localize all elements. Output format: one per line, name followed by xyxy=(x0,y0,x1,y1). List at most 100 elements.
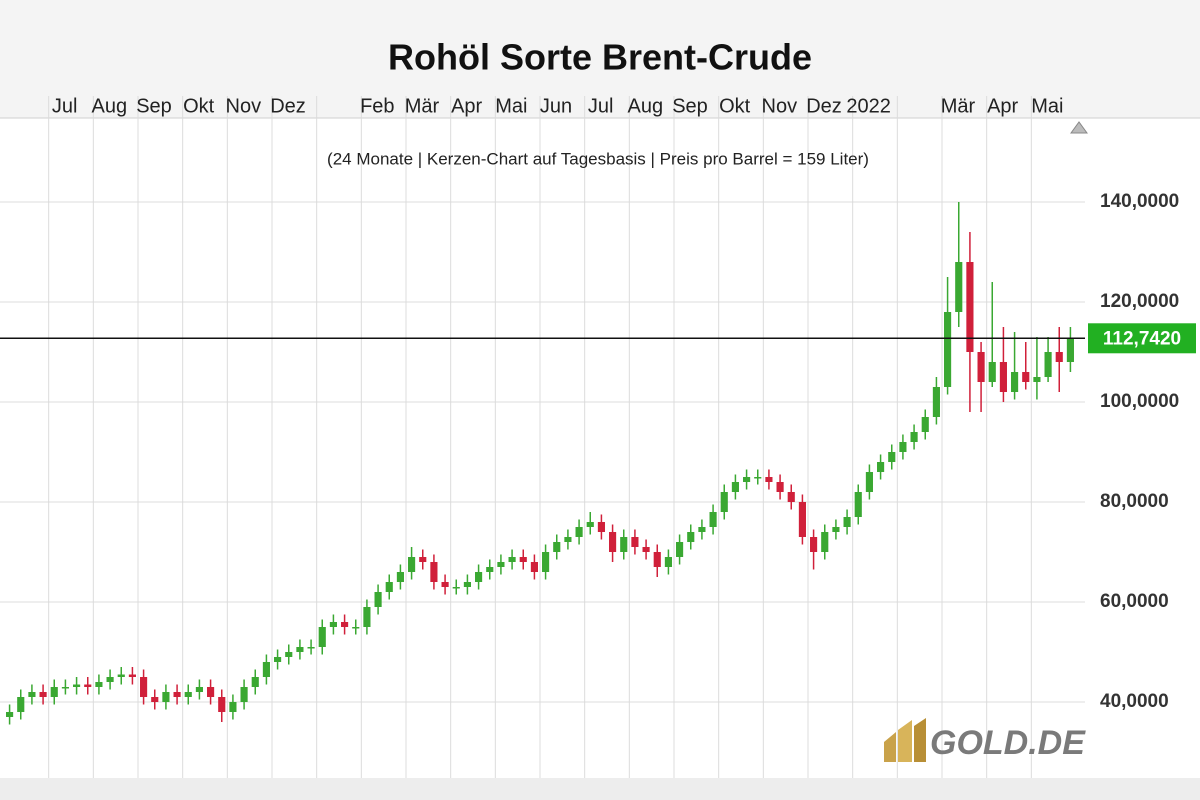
candles xyxy=(0,202,1085,725)
candle-body xyxy=(765,477,773,482)
candle-body xyxy=(597,522,605,532)
candle-body xyxy=(731,482,739,492)
candle-body xyxy=(229,702,237,712)
candle-body xyxy=(218,697,226,712)
candle-body xyxy=(798,502,806,537)
candle-body xyxy=(251,677,259,687)
x-tick-label: Dez xyxy=(806,95,842,117)
x-tick-label: Nov xyxy=(226,95,262,117)
x-tick-label: Okt xyxy=(183,95,215,117)
candle-body xyxy=(810,537,818,552)
candle-body xyxy=(408,557,416,572)
candle-body xyxy=(173,692,181,697)
candle-body xyxy=(631,537,639,547)
chart-title: Rohöl Sorte Brent-Crude xyxy=(388,37,812,78)
candle-body xyxy=(720,492,728,512)
candle-body xyxy=(854,492,862,517)
candle-body xyxy=(1022,372,1030,382)
candle-body xyxy=(463,582,471,587)
candle-body xyxy=(430,562,438,582)
candle-body xyxy=(352,627,360,629)
candle-body xyxy=(888,452,896,462)
candle-body xyxy=(519,557,527,562)
candle-body xyxy=(743,477,751,482)
last-price-box xyxy=(1088,323,1196,354)
candle-body xyxy=(687,532,695,542)
candle-body xyxy=(865,472,873,492)
candle-body xyxy=(274,657,282,662)
candle-body xyxy=(676,542,684,557)
y-tick-label: 80,0000 xyxy=(1100,491,1169,512)
candle-body xyxy=(553,542,561,552)
candle-body xyxy=(564,537,572,542)
candle-body xyxy=(620,537,628,552)
x-tick-label: Sep xyxy=(672,95,708,117)
candle-body xyxy=(329,622,337,627)
candle-body xyxy=(140,677,148,697)
candle-body xyxy=(240,687,248,702)
x-tick-label: Mär xyxy=(941,95,976,117)
candle-body xyxy=(1066,338,1074,362)
footer-bg xyxy=(0,778,1200,800)
candle-body xyxy=(787,492,795,502)
candle-body xyxy=(1055,352,1063,362)
candle-body xyxy=(285,652,293,657)
candle-body xyxy=(821,532,829,552)
candle-body xyxy=(207,687,215,697)
candle-body xyxy=(151,697,159,702)
x-tick-label: Feb xyxy=(360,95,394,117)
y-tick-label: 100,0000 xyxy=(1100,391,1179,412)
candle-body xyxy=(944,312,952,387)
x-tick-label: Aug xyxy=(92,95,128,117)
x-tick-label: Jun xyxy=(540,95,572,117)
candle-body xyxy=(39,692,47,697)
candle-body xyxy=(95,682,103,687)
x-tick-label: Aug xyxy=(628,95,664,117)
candle-body xyxy=(1044,352,1052,377)
x-tick-label: Jul xyxy=(588,95,614,117)
candle-body xyxy=(609,532,617,552)
candle-body xyxy=(341,622,349,627)
candle-body xyxy=(955,262,963,312)
candle-body xyxy=(1011,372,1019,392)
x-tick-label: Apr xyxy=(451,95,482,117)
candle-body xyxy=(642,547,650,552)
grid xyxy=(0,96,1085,778)
candle-body xyxy=(988,362,996,382)
candle-body xyxy=(184,692,192,697)
plot-bg xyxy=(0,118,1085,778)
last-price-label: 112,7420 xyxy=(1103,328,1181,349)
candle-body xyxy=(385,582,393,592)
x-tick-label: Jul xyxy=(52,95,78,117)
y-tick-label: 140,0000 xyxy=(1100,191,1179,212)
chart-subtitle: (24 Monate | Kerzen-Chart auf Tagesbasis… xyxy=(327,149,869,168)
logo-text: GOLD.DE xyxy=(930,724,1086,762)
labels: 40,0000 60,0000 80,0000 100,0000 120,0000 140… xyxy=(52,95,1196,712)
candle-body xyxy=(832,527,840,532)
candle-body xyxy=(1033,377,1041,382)
candle-body xyxy=(17,697,25,712)
candle-body xyxy=(452,587,460,589)
candle-body xyxy=(497,562,505,567)
candle-body xyxy=(50,687,58,697)
y-tick-label: 60,0000 xyxy=(1100,591,1169,612)
candle-body xyxy=(977,352,985,382)
candle-body xyxy=(966,262,974,352)
candle-body xyxy=(999,362,1007,392)
candle-body xyxy=(486,567,494,572)
candle-body xyxy=(698,527,706,532)
y-tick-label: 40,0000 xyxy=(1100,691,1169,712)
candle-body xyxy=(843,517,851,527)
candle-body xyxy=(910,432,918,442)
y-tick-label: 120,0000 xyxy=(1100,291,1179,312)
candle-body xyxy=(586,522,594,527)
candle-body xyxy=(709,512,717,527)
candle-body xyxy=(61,687,69,689)
candle-body xyxy=(754,477,762,479)
candle-body xyxy=(28,692,36,697)
x-tick-label: Mär xyxy=(405,95,440,117)
candle-body xyxy=(530,562,538,572)
candle-body xyxy=(508,557,516,562)
candle-body xyxy=(6,712,14,717)
